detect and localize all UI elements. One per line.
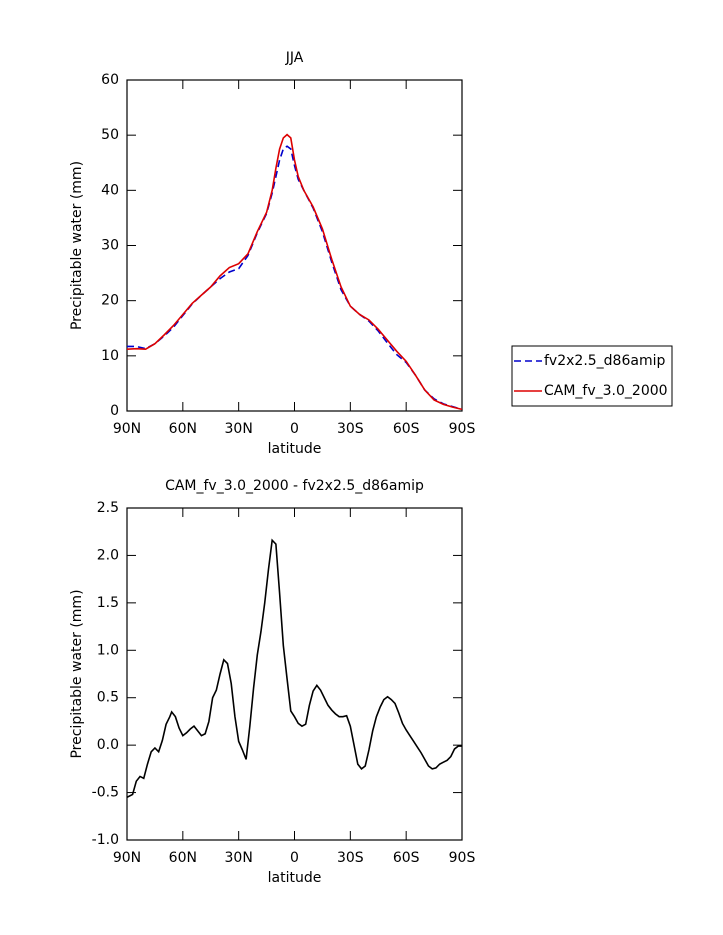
x-tick-label: 90S — [449, 421, 476, 437]
y-axis-label: Precipitable water (mm) — [69, 589, 85, 758]
chart-title: CAM_fv_3.0_2000 - fv2x2.5_d86amip — [165, 478, 424, 494]
x-axis-label: latitude — [268, 441, 322, 457]
y-tick-label: -1.0 — [92, 832, 119, 848]
y-tick-label: 0 — [110, 403, 119, 419]
chart-title: JJA — [285, 50, 304, 66]
y-tick-label: 40 — [101, 182, 119, 198]
x-tick-label: 30S — [337, 850, 364, 866]
data-line — [126, 133, 463, 411]
y-tick-label: 1.5 — [97, 595, 119, 611]
y-tick-label: 50 — [101, 127, 119, 143]
y-tick-label: 2.5 — [97, 500, 119, 516]
x-tick-label: 0 — [290, 850, 299, 866]
y-tick-label: 30 — [101, 238, 119, 254]
plot-frame — [126, 79, 463, 412]
legend-label: CAM_fv_3.0_2000 — [544, 383, 668, 399]
legend-label: fv2x2.5_d86amip — [544, 353, 665, 369]
plot-frame — [126, 507, 463, 841]
y-tick-label: 0.5 — [97, 690, 119, 706]
y-tick-label: 2.0 — [97, 547, 119, 563]
x-tick-label: 60N — [169, 421, 197, 437]
x-tick-label: 90N — [113, 850, 141, 866]
x-tick-label: 0 — [290, 421, 299, 437]
y-tick-label: 60 — [101, 72, 119, 88]
x-tick-label: 60S — [393, 850, 420, 866]
x-tick-label: 30S — [337, 421, 364, 437]
legend-box — [511, 345, 673, 407]
x-tick-label: 90S — [449, 850, 476, 866]
y-tick-label: 1.0 — [97, 642, 119, 658]
data-line — [126, 538, 462, 799]
x-tick-label: 30N — [225, 421, 253, 437]
y-tick-label: -0.5 — [92, 785, 119, 801]
x-tick-label: 60N — [169, 850, 197, 866]
x-axis-label: latitude — [268, 870, 322, 886]
y-tick-label: 10 — [101, 348, 119, 364]
x-tick-label: 30N — [225, 850, 253, 866]
y-axis-label: Precipitable water (mm) — [69, 161, 85, 330]
x-tick-label: 90N — [113, 421, 141, 437]
x-tick-label: 60S — [393, 421, 420, 437]
y-tick-label: 20 — [101, 293, 119, 309]
y-tick-label: 0.0 — [97, 737, 119, 753]
